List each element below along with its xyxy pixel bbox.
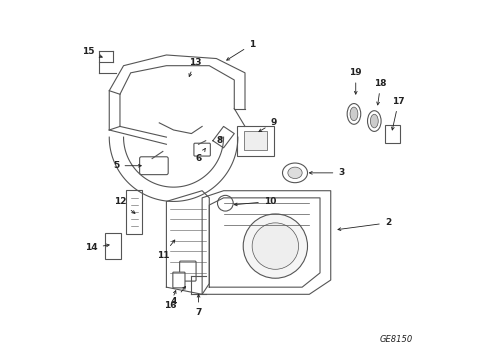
- Text: 11: 11: [157, 240, 175, 260]
- FancyBboxPatch shape: [140, 157, 168, 175]
- FancyBboxPatch shape: [173, 272, 185, 288]
- Text: 17: 17: [392, 97, 405, 130]
- Text: 13: 13: [189, 58, 201, 77]
- FancyBboxPatch shape: [105, 233, 121, 259]
- Text: 16: 16: [164, 291, 176, 310]
- Text: 7: 7: [196, 294, 202, 317]
- FancyBboxPatch shape: [386, 125, 400, 143]
- Ellipse shape: [368, 111, 381, 131]
- Circle shape: [218, 195, 233, 211]
- Ellipse shape: [350, 107, 358, 121]
- Text: 18: 18: [374, 79, 387, 105]
- Circle shape: [252, 223, 298, 269]
- Text: 12: 12: [114, 197, 135, 213]
- Circle shape: [243, 214, 308, 278]
- Text: 4: 4: [171, 287, 186, 306]
- Ellipse shape: [347, 104, 361, 124]
- Text: GE8150: GE8150: [380, 335, 413, 344]
- FancyBboxPatch shape: [126, 190, 142, 234]
- Text: 6: 6: [196, 149, 205, 163]
- FancyBboxPatch shape: [194, 143, 210, 156]
- Text: 9: 9: [259, 118, 277, 132]
- Text: 8: 8: [217, 136, 223, 145]
- Text: 15: 15: [81, 47, 102, 58]
- Ellipse shape: [283, 163, 308, 183]
- FancyBboxPatch shape: [245, 131, 267, 150]
- Text: 19: 19: [349, 68, 362, 94]
- FancyBboxPatch shape: [237, 126, 274, 156]
- FancyBboxPatch shape: [180, 261, 196, 281]
- Text: 5: 5: [113, 161, 141, 170]
- Text: 3: 3: [310, 168, 344, 177]
- Text: 1: 1: [227, 40, 255, 60]
- Text: 2: 2: [338, 219, 391, 230]
- Ellipse shape: [370, 114, 378, 128]
- Ellipse shape: [288, 167, 302, 179]
- Text: 10: 10: [234, 197, 276, 206]
- Text: 14: 14: [85, 243, 109, 252]
